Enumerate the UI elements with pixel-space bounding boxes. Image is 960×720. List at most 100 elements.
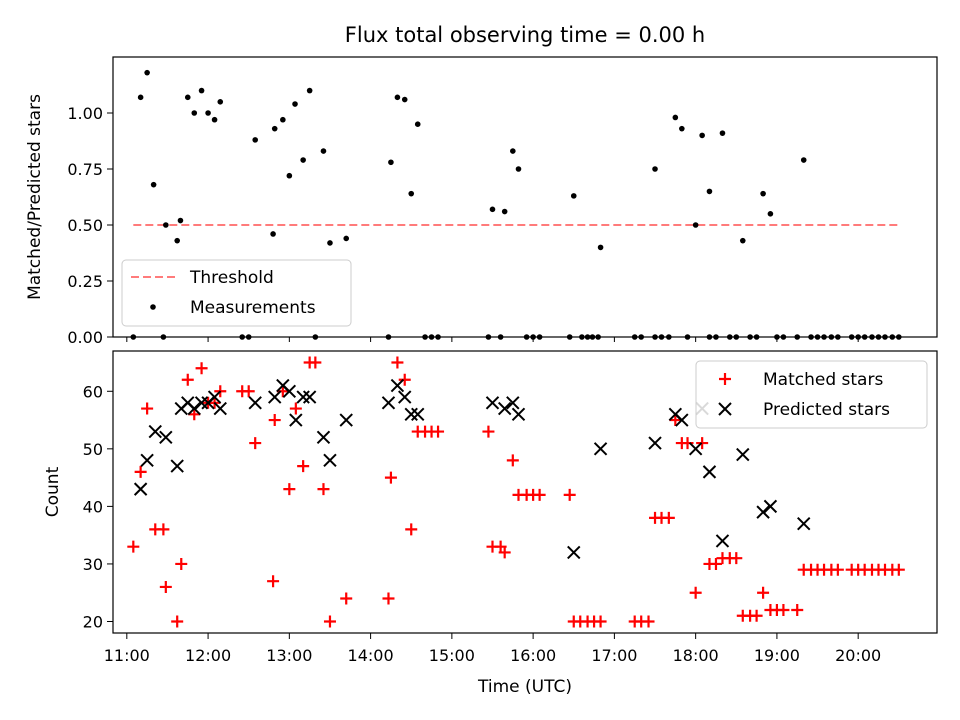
matched-star-point [242,385,255,398]
matched-star-point [195,362,208,375]
bottom-y-tick-label: 20 [83,612,103,631]
matched-star-point [563,488,576,501]
top-y-axis-label: Matched/Predicted stars [25,94,45,300]
bottom-x-tick-label: 18:00 [673,646,719,665]
top-plot-area: 0.00 0.25 0.50 0.75 1.00 Threshold Measurement… [67,56,938,347]
matched-star-point [398,373,411,386]
bottom-x-tick-label: 17:00 [591,646,637,665]
predicted-star-point [381,396,396,410]
matched-star-point [384,471,397,484]
matched-star-point [777,603,790,616]
predicted-star-point [207,390,222,404]
matched-star-point [662,511,675,524]
matched-star-point [498,546,511,559]
predicted-star-point [302,390,317,404]
measurement-point [252,137,259,143]
matched-star-point [276,385,289,398]
legend-threshold-label: Threshold [189,268,274,288]
measurement-point [666,334,672,340]
predicted-star-point [485,396,500,410]
predicted-star-point [511,407,526,422]
bottom-y-tick-label: 30 [83,555,103,574]
matched-star-point [757,586,770,599]
measurement-point [896,334,902,340]
predicted-star-point [593,442,608,456]
predicted-star-point [133,482,148,496]
measurement-point [515,166,522,172]
measurement-point [217,99,224,105]
matched-star-point [681,437,694,450]
legend-measurements-swatch [150,304,156,310]
measurement-point [706,188,713,195]
measurement-point [137,94,144,101]
measurement-point [875,334,882,340]
matched-star-point [405,523,418,536]
measurement-point [388,159,394,166]
legend-measurements-label: Measurements [190,298,316,318]
measurement-point [882,334,888,340]
measurement-point [780,334,787,340]
predicted-star-point [404,407,418,422]
matched-star-point [482,425,495,438]
measurement-point [638,334,645,340]
matched-star-point [791,603,804,616]
predicted-star-point [675,413,689,427]
matched-star-point [323,615,336,628]
matched-star-point [432,425,445,438]
measurement-point [198,87,205,94]
measurement-point [385,334,392,340]
predicted-star-point [194,396,209,410]
measurement-point [699,132,705,139]
top-y-tick-label: 0.75 [67,160,103,179]
predicted-star-point [567,545,581,560]
measurement-point [489,206,496,213]
predicted-star-point [688,442,703,456]
measurement-point [160,334,167,340]
predicted-star-point [248,396,262,410]
measurement-point [747,334,753,340]
measurement-point [652,166,658,172]
top-y-tick-label: 0.50 [67,216,103,235]
bottom-x-tick-label: 12:00 [185,646,231,665]
measurement-point [652,334,658,340]
measurement-point [343,235,350,242]
measurement-point [800,157,807,163]
matched-star-point [709,557,722,570]
measurement-point [536,334,543,340]
measurement-point [855,334,861,340]
bottom-y-axis-label: Count [43,466,63,517]
matched-star-point [289,402,302,415]
top-legend: Threshold Measurements [121,259,352,327]
predicted-star-point [148,424,162,439]
matched-star-point [249,437,262,450]
measurement-point [422,334,428,340]
bottom-x-tick-label: 20:00 [835,646,881,665]
measurement-point [497,334,504,340]
measurement-point [631,334,638,340]
bottom-x-axis-label: Time (UTC) [477,677,572,697]
bottom-y-tick-label: 60 [83,382,103,401]
matched-star-point [831,563,844,576]
measurement-point [270,231,276,237]
predicted-star-point [797,516,811,531]
bottom-legend: Matched stars Predicted stars [695,360,928,429]
measurement-point [271,125,278,132]
matched-star-point [297,460,310,473]
legend-matched-swatch [719,373,731,385]
measurement-point [753,334,760,340]
bottom-y-tick-label: 50 [83,440,103,459]
measurement-point [679,125,685,132]
predicted-star-point [398,390,412,404]
measurement-point [595,334,601,340]
measurement-point [211,116,218,123]
measurement-point [239,334,246,340]
measurement-point [144,69,150,76]
matched-star-point [382,592,395,605]
matched-star-point [134,465,147,478]
matched-star-point [157,523,170,536]
matched-star-point [175,557,188,570]
matched-star-point [533,488,546,501]
measurement-point [719,130,726,136]
